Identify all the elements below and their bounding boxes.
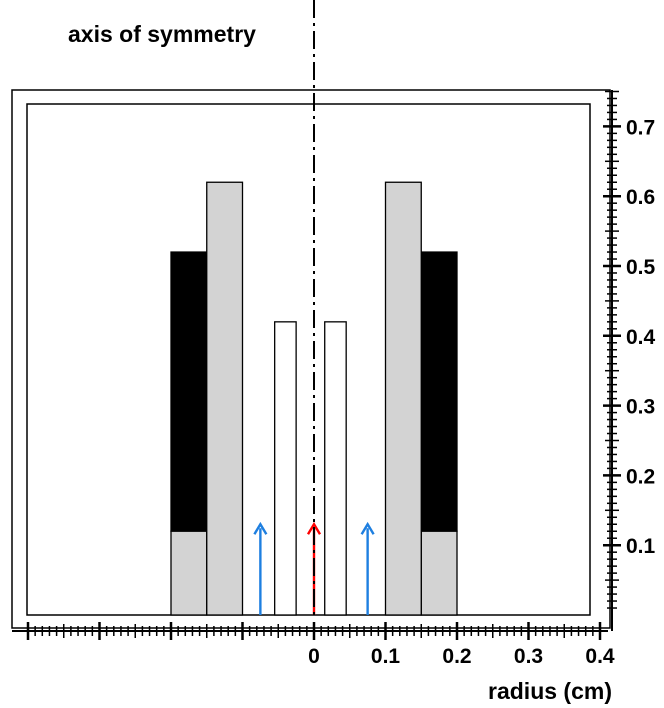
x-tick-label: 0.4 [585,645,615,668]
outer-sleeve-right [420,251,458,532]
y-axis-ticks: 0.1 0.2 0.3 0.4 0.5 0.6 0.7 [603,90,656,631]
x-axis-ticks: 0 0.1 0.2 0.3 0.4 [12,622,615,668]
outer-sleeve-left [170,251,208,532]
tube-right [384,181,422,616]
y-tick-label: 0.3 [626,396,655,419]
x-tick-label: 0.3 [514,645,543,668]
inner-tube-left [274,321,297,616]
sleeve-base-left [170,530,208,616]
y-tick-label: 0.2 [626,465,655,488]
x-tick-label: 0 [308,645,320,668]
y-tick-label: 0.4 [626,326,656,349]
x-tick-label: 0.1 [371,645,401,668]
flow-arrow-left-head [253,521,268,535]
geometry-regions [170,181,458,616]
flow-arrow-right-head [360,521,375,535]
x-axis-label: radius (cm) [488,678,612,704]
sleeve-base-right [420,530,458,616]
outer-frame [11,89,611,629]
flow-arrow-center-head [306,521,322,535]
x-tick-label: 0.2 [442,645,471,668]
plot-frame [11,89,611,629]
tube-left [206,181,244,616]
y-tick-label: 0.5 [626,256,656,279]
inner-tube-right [324,321,347,616]
inner-frame [26,103,591,616]
y-tick-label: 0.7 [626,116,655,139]
axis-of-symmetry-label: axis of symmetry [68,21,256,47]
y-tick-label: 0.6 [626,186,655,209]
y-tick-label: 0.1 [626,535,656,558]
